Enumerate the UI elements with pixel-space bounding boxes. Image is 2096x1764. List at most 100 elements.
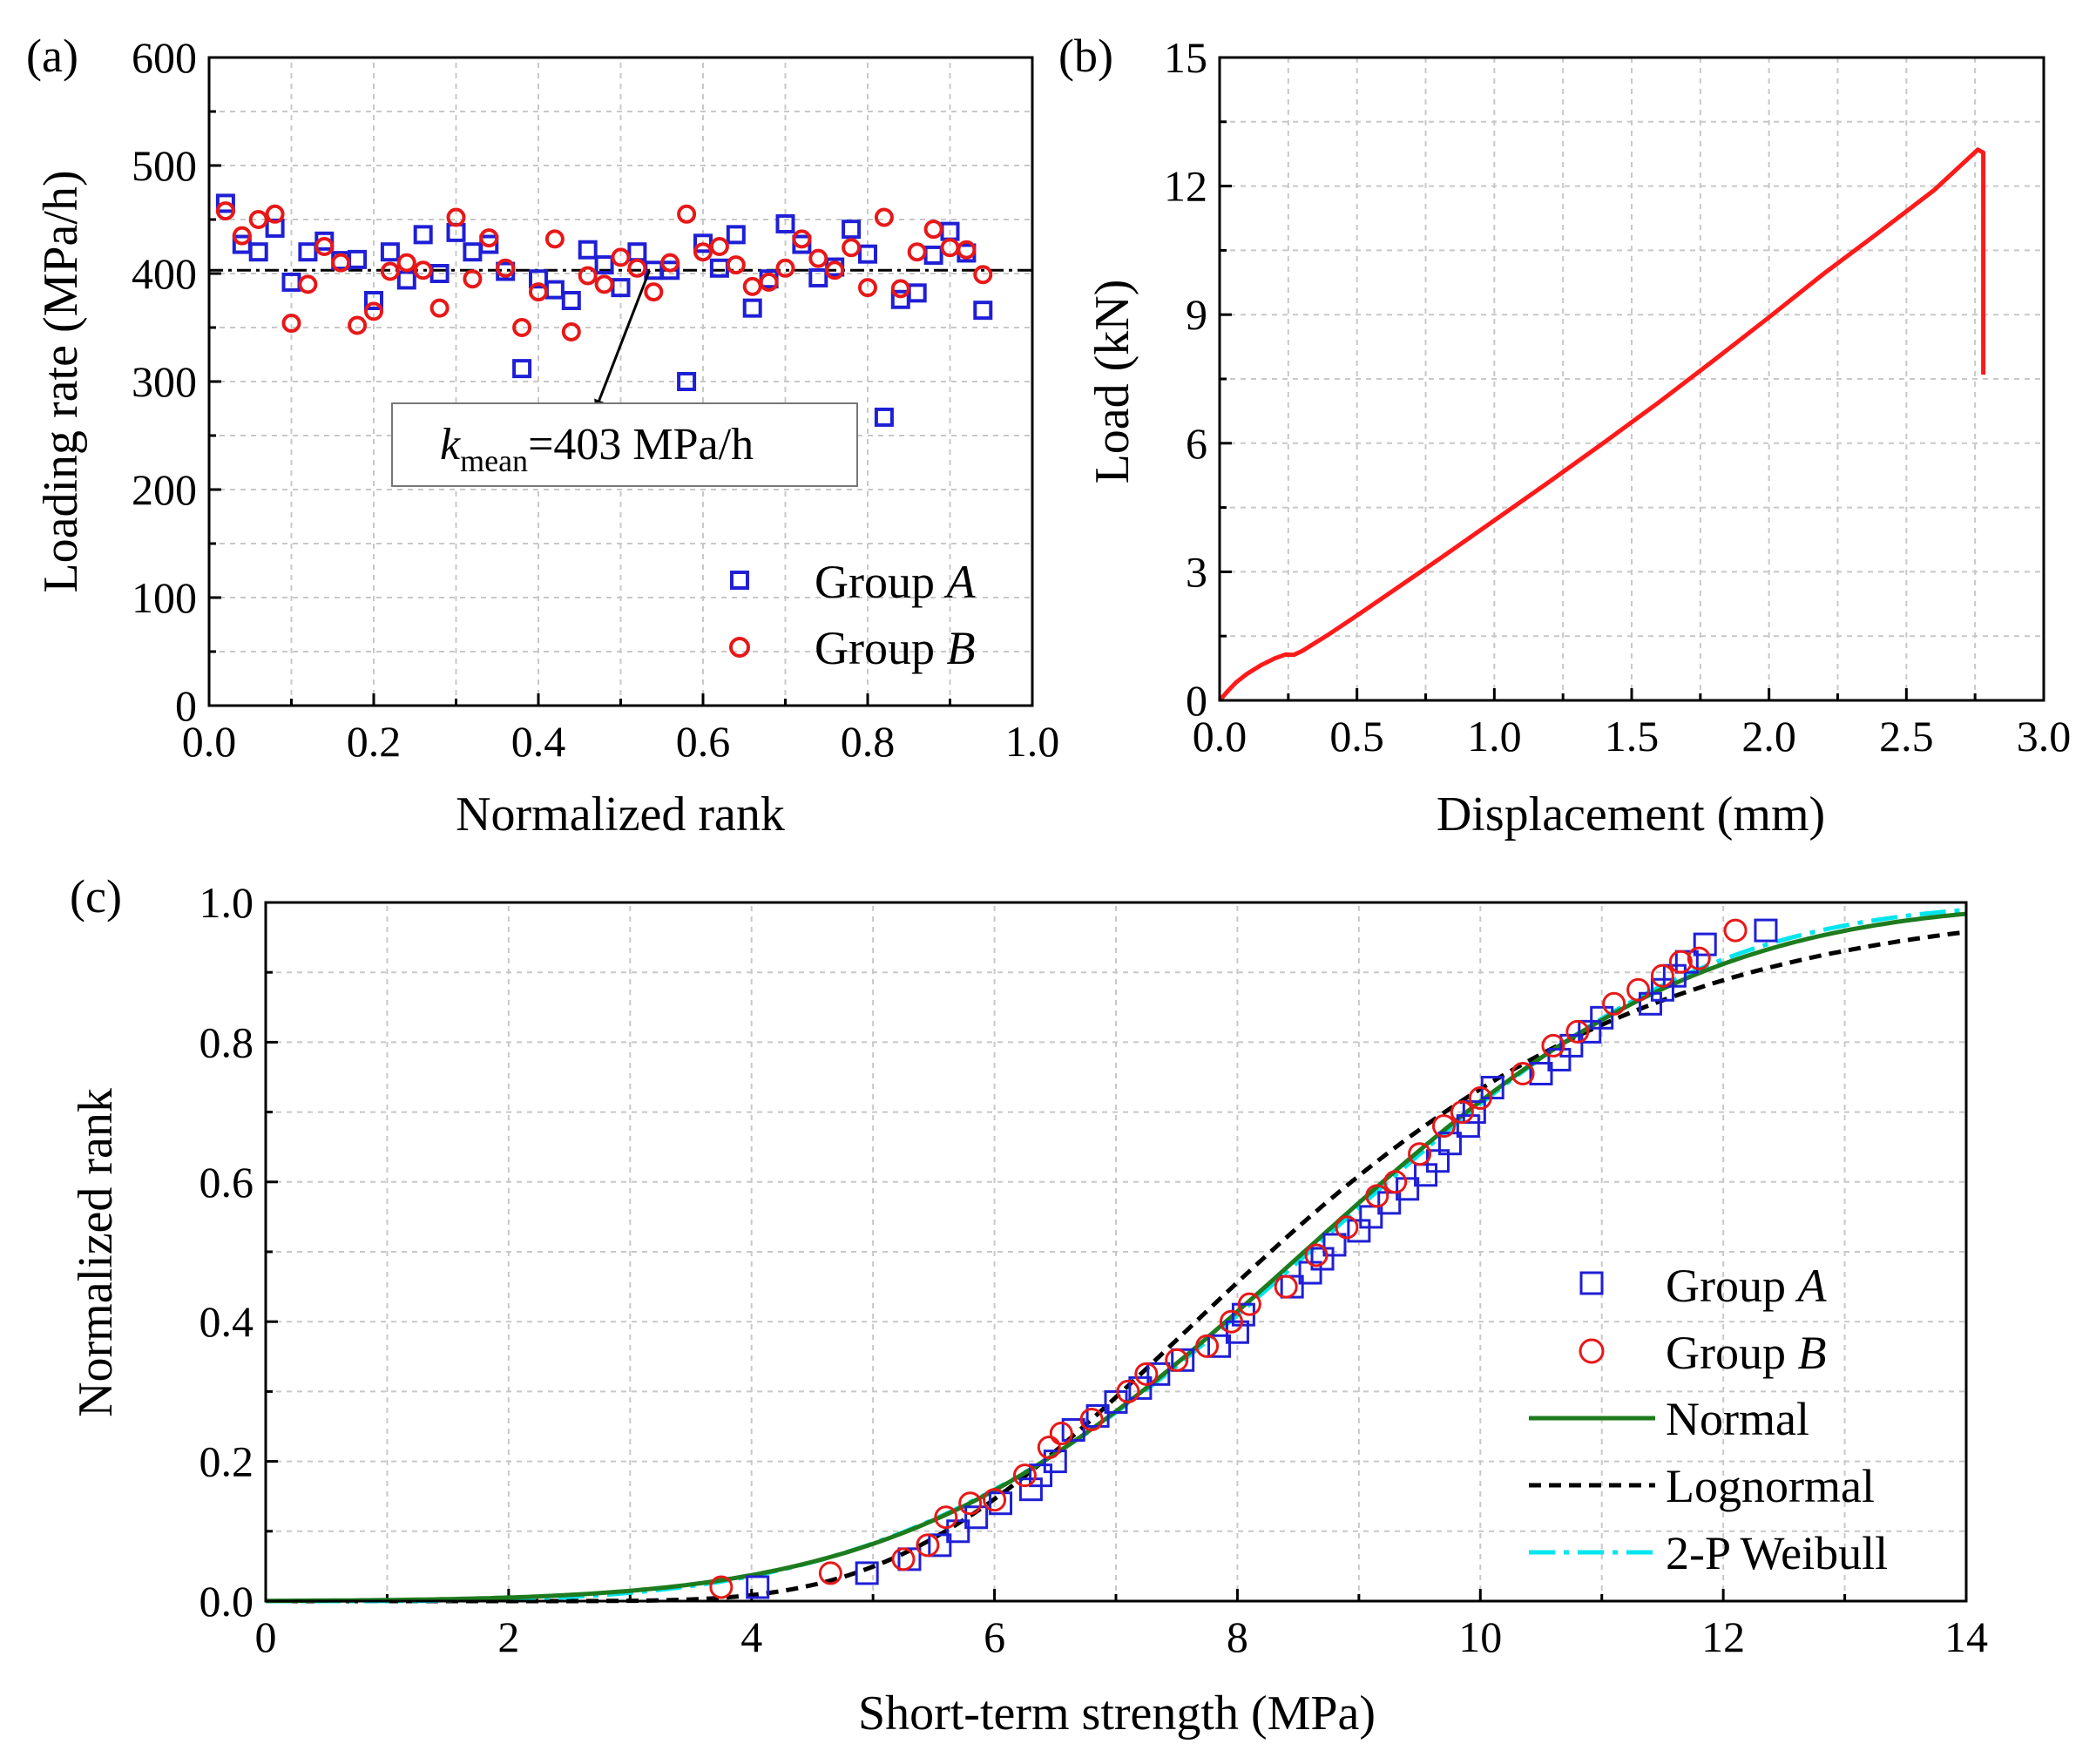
data-point-square (1414, 1163, 1438, 1187)
data-point-circle (808, 248, 828, 268)
data-point-square (742, 298, 762, 318)
data-point-circle (1304, 1243, 1329, 1267)
legend-c-group-b: Group B (1666, 1327, 1826, 1379)
data-point-circle (1037, 1436, 1061, 1460)
y-tick-label: 200 (132, 465, 197, 514)
panel-c-ticks: 0 2 4 6 8 10 12 14 0.0 0.2 0.4 0.6 0.8 1.0 (199, 878, 1989, 1661)
legend-c-group-b-prefix: Group (1666, 1327, 1797, 1379)
data-point-circle (364, 301, 383, 321)
data-point-circle (496, 258, 516, 278)
legend-c-circle-marker (1579, 1338, 1605, 1364)
x-tick-label: 1.5 (1605, 712, 1660, 760)
data-point-square (1578, 1019, 1602, 1044)
data-point-square (842, 220, 862, 240)
data-point-circle (413, 260, 433, 280)
data-point-circle (512, 318, 532, 337)
data-point-circle (1687, 946, 1711, 970)
data-point-circle (1134, 1362, 1159, 1386)
legend-c-square-marker (1579, 1271, 1604, 1295)
data-point-square (1396, 1177, 1420, 1201)
legend-a-group-b-suffix: B (946, 622, 975, 674)
data-point-square (775, 213, 795, 233)
data-point-circle (232, 226, 252, 246)
x-tick-label: 0.5 (1329, 712, 1384, 760)
panel-a-frame (207, 56, 1034, 707)
data-point-square (660, 260, 680, 280)
panel-c: (c) 0 2 4 6 8 10 12 14 0.0 0.2 0.4 0.6 0.8 1.0 Short-… (69, 870, 1988, 1740)
data-point-circle (446, 207, 466, 227)
x-tick-label: 1.0 (1467, 712, 1522, 760)
data-point-circle (916, 1533, 940, 1558)
data-point-circle (578, 266, 598, 286)
data-point-circle (858, 278, 877, 298)
data-point-circle (348, 315, 368, 335)
data-point-square (1029, 1463, 1053, 1488)
k-value: =403 MPa/h (528, 420, 754, 470)
panel-b-xlabel: Displacement (mm) (1437, 787, 1825, 841)
panel-b-ylabel: Load (kN) (1085, 280, 1139, 484)
data-point-circle (792, 229, 812, 249)
data-point-square (1061, 1418, 1085, 1443)
data-point-square (1146, 1362, 1171, 1386)
y-tick-label: 600 (132, 33, 197, 82)
data-point-square (973, 301, 993, 321)
data-point-square (726, 225, 746, 245)
data-point-circle (314, 237, 335, 256)
data-point-square (1359, 1205, 1383, 1229)
data-point-square (1171, 1348, 1195, 1372)
data-point-circle (742, 276, 762, 296)
y-tick-label: 300 (132, 357, 197, 406)
panel-b: (b) 0.0 0.5 1.0 1.5 2.0 2.5 3.0 0 3 6 9 12 15 Displa… (1058, 30, 2071, 841)
legend-a-group-b: Group B (815, 622, 975, 674)
legend-c-group-a-suffix: A (1795, 1260, 1827, 1312)
data-point-square (364, 291, 383, 310)
data-point-circle (825, 260, 845, 280)
data-point-circle (874, 207, 894, 227)
panel-c-letter: (c) (70, 870, 122, 923)
data-point-circle (594, 274, 614, 294)
data-point-circle (842, 238, 862, 258)
y-tick-label: 0.4 (199, 1297, 254, 1346)
x-tick-label: 0.6 (676, 717, 731, 766)
x-tick-label: 6 (984, 1612, 1005, 1661)
data-point-circle (1650, 963, 1674, 988)
data-point-square (479, 234, 499, 254)
data-point-square (1754, 918, 1778, 943)
data-point-circle (1541, 1033, 1565, 1058)
x-tick-label: 3.0 (2017, 712, 2072, 760)
panel-a-letter: (a) (26, 30, 78, 82)
legend-c-normal: Normal (1666, 1393, 1809, 1445)
x-tick-label: 2.5 (1879, 712, 1934, 760)
data-point-circle (644, 282, 664, 302)
panel-b-grid (1220, 57, 2044, 700)
panel-b-frame (1218, 56, 2045, 702)
data-point-circle (1049, 1422, 1073, 1446)
k-subscript: mean (460, 443, 528, 478)
x-tick-label: 14 (1944, 1612, 1988, 1661)
data-point-square (1662, 963, 1687, 988)
legend-a-group-a: Group A (815, 556, 976, 608)
data-point-square (858, 244, 877, 264)
data-point-square (1207, 1334, 1232, 1358)
data-point-circle (1116, 1379, 1140, 1403)
data-point-circle (298, 274, 318, 294)
x-tick-label: 0.2 (347, 717, 402, 766)
data-point-circle (907, 242, 927, 262)
data-point-square (1529, 1061, 1553, 1085)
data-point-circle (1219, 1309, 1243, 1334)
data-point-circle (281, 314, 301, 334)
data-point-square (874, 407, 894, 427)
data-point-square (1674, 950, 1699, 974)
data-point-square (1462, 1100, 1486, 1125)
x-tick-label: 0 (255, 1612, 277, 1661)
data-point-square (544, 280, 565, 300)
data-point-circle (463, 269, 483, 289)
y-tick-label: 0.2 (199, 1437, 254, 1486)
legend-a-group-b-prefix: Group (815, 622, 946, 674)
data-point-square (1322, 1233, 1347, 1257)
data-point-circle (957, 240, 977, 260)
legend-c-group-a-prefix: Group (1666, 1260, 1797, 1312)
data-point-circle (1626, 977, 1651, 1002)
data-point-circle (726, 255, 746, 275)
